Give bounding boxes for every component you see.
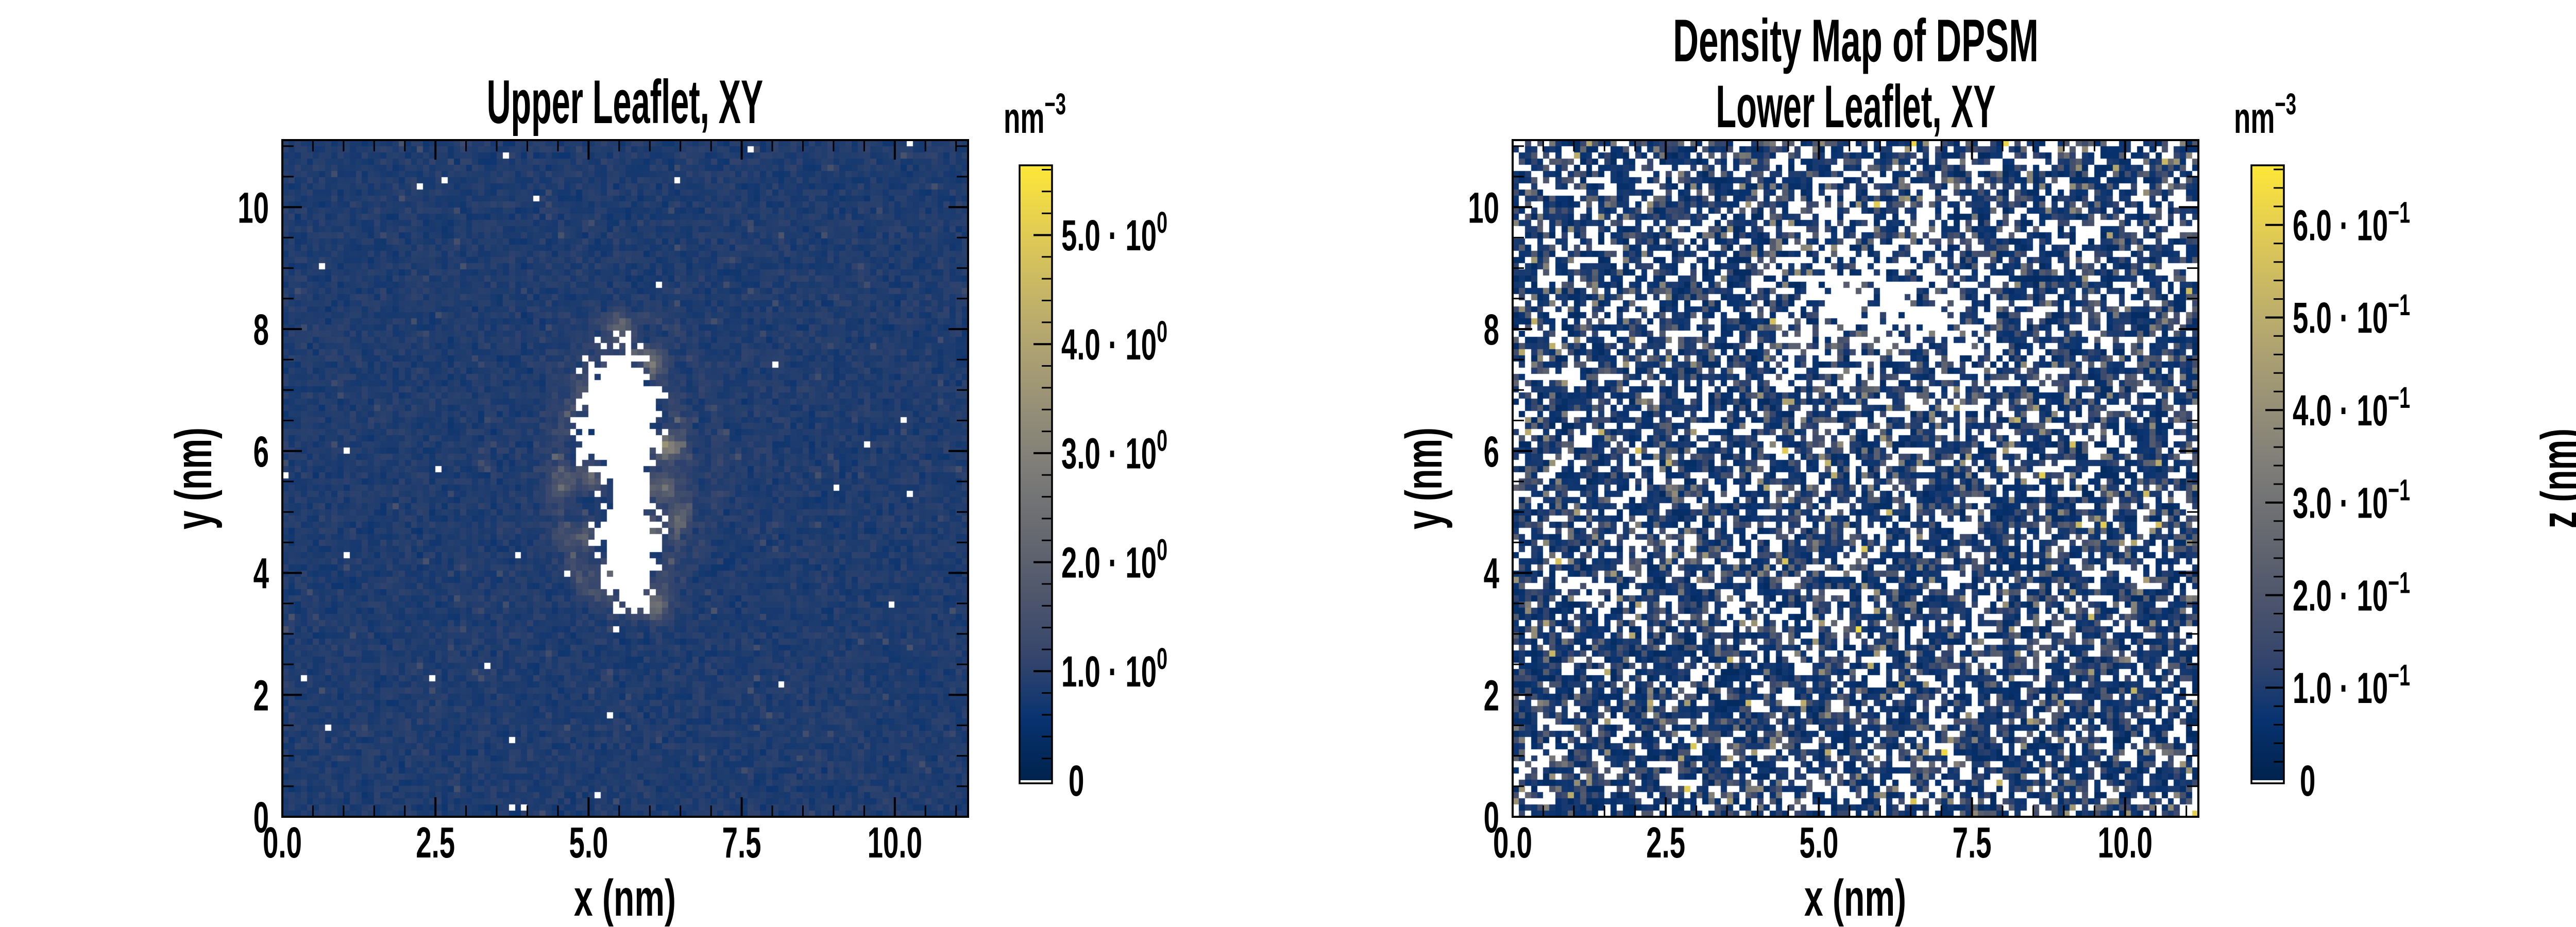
svg-text:6.0 · 10−1: 6.0 · 10−1 bbox=[2293, 197, 2410, 250]
svg-text:2: 2 bbox=[1484, 672, 1499, 720]
svg-text:6: 6 bbox=[253, 428, 269, 476]
svg-text:2: 2 bbox=[253, 672, 269, 720]
svg-text:5.0 · 10−1: 5.0 · 10−1 bbox=[2293, 289, 2410, 342]
svg-text:nm−3: nm−3 bbox=[1004, 88, 1066, 142]
svg-text:x (nm): x (nm) bbox=[574, 869, 676, 926]
svg-text:x (nm): x (nm) bbox=[1804, 869, 1906, 926]
svg-text:7.5: 7.5 bbox=[1953, 819, 1992, 867]
svg-text:0: 0 bbox=[2300, 757, 2315, 805]
svg-text:1.0 · 10−1: 1.0 · 10−1 bbox=[2293, 659, 2410, 713]
svg-text:10.0: 10.0 bbox=[868, 819, 922, 867]
svg-text:4: 4 bbox=[253, 550, 269, 598]
svg-text:2.0 · 10−1: 2.0 · 10−1 bbox=[2293, 566, 2410, 620]
svg-text:Density Map of DPSM: Density Map of DPSM bbox=[1673, 7, 2038, 74]
svg-text:1.0 · 100: 1.0 · 100 bbox=[1061, 643, 1167, 696]
svg-text:z (nm): z (nm) bbox=[2530, 428, 2576, 528]
svg-text:10: 10 bbox=[1468, 184, 1499, 233]
svg-text:4.0 · 10−1: 4.0 · 10−1 bbox=[2293, 382, 2410, 435]
svg-text:0.0: 0.0 bbox=[1493, 819, 1532, 867]
svg-text:5.0: 5.0 bbox=[569, 819, 608, 867]
svg-text:3.0 · 10−1: 3.0 · 10−1 bbox=[2293, 474, 2410, 528]
svg-text:10: 10 bbox=[238, 184, 269, 233]
svg-text:3.0 · 100: 3.0 · 100 bbox=[1061, 425, 1167, 478]
svg-text:0: 0 bbox=[1484, 794, 1499, 842]
svg-text:2.5: 2.5 bbox=[1646, 819, 1685, 867]
svg-text:2.5: 2.5 bbox=[416, 819, 455, 867]
svg-text:y (nm): y (nm) bbox=[164, 427, 222, 529]
svg-text:2.0 · 100: 2.0 · 100 bbox=[1061, 534, 1167, 587]
svg-text:0.0: 0.0 bbox=[263, 819, 302, 867]
svg-text:4.0 · 100: 4.0 · 100 bbox=[1061, 316, 1167, 369]
svg-text:8: 8 bbox=[253, 306, 269, 354]
svg-text:10.0: 10.0 bbox=[2098, 819, 2153, 867]
svg-text:0: 0 bbox=[253, 794, 269, 842]
svg-text:7.5: 7.5 bbox=[722, 819, 761, 867]
svg-text:5.0: 5.0 bbox=[1799, 819, 1838, 867]
svg-text:6: 6 bbox=[1484, 428, 1499, 476]
svg-text:nm−3: nm−3 bbox=[2234, 88, 2296, 142]
svg-text:0: 0 bbox=[1069, 757, 1084, 805]
svg-text:y (nm): y (nm) bbox=[1395, 427, 1452, 529]
svg-text:Upper Leaflet, XY: Upper Leaflet, XY bbox=[487, 68, 763, 136]
svg-text:4: 4 bbox=[1484, 550, 1500, 598]
svg-text:5.0 · 100: 5.0 · 100 bbox=[1061, 207, 1167, 260]
svg-text:8: 8 bbox=[1484, 306, 1499, 354]
svg-text:Lower Leaflet, XY: Lower Leaflet, XY bbox=[1716, 73, 1995, 141]
